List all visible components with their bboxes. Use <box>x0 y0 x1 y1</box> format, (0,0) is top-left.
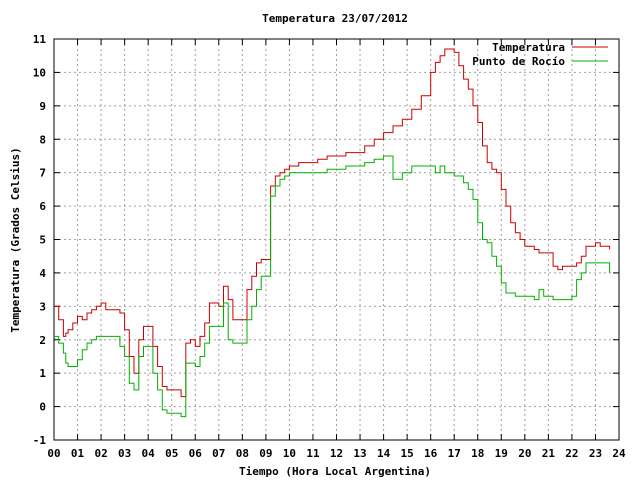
y-axis-label: Temperatura (Grados Celsius) <box>9 147 22 332</box>
x-tick-label: 24 <box>612 447 626 460</box>
x-tick-label: 17 <box>448 447 461 460</box>
grid-lines <box>54 39 619 440</box>
x-tick-label: 20 <box>518 447 531 460</box>
x-tick-labels: 00 01 02 03 04 05 06 07 08 09 10 11 12 13 14 15 16 17 18 19… <box>47 447 626 460</box>
x-tick-label: 14 <box>377 447 391 460</box>
x-tick-label: 03 <box>118 447 131 460</box>
x-tick-label: 22 <box>565 447 578 460</box>
x-tick-label: 09 <box>259 447 272 460</box>
series-lines <box>54 48 611 418</box>
chart-title: Temperatura 23/07/2012 <box>262 12 408 25</box>
y-tick-label: 5 <box>39 234 46 247</box>
x-tick-label: 08 <box>236 447 249 460</box>
x-tick-label: 21 <box>542 447 556 460</box>
y-tick-label: 7 <box>39 167 46 180</box>
y-tick-label: 6 <box>39 200 46 213</box>
x-tick-label: 05 <box>165 447 178 460</box>
x-tick-label: 07 <box>212 447 225 460</box>
y-tick-label: 4 <box>39 267 46 280</box>
y-tick-label: 1 <box>39 367 46 380</box>
legend: Temperatura Punto de Rocío <box>472 41 608 68</box>
x-tick-label: 23 <box>589 447 602 460</box>
x-tick-label: 18 <box>471 447 484 460</box>
x-tick-label: 16 <box>424 447 438 460</box>
x-tick-label: 01 <box>71 447 85 460</box>
x-tick-label: 10 <box>283 447 296 460</box>
y-tick-label: 9 <box>39 100 46 113</box>
series-line-temperatura <box>54 48 611 398</box>
y-tick-label: 8 <box>39 133 46 146</box>
x-tick-label: 15 <box>401 447 414 460</box>
x-tick-label: 00 <box>47 447 60 460</box>
y-tick-label: -1 <box>33 434 47 447</box>
x-tick-label: 02 <box>94 447 107 460</box>
series-line-rocio <box>54 155 611 418</box>
x-tick-label: 06 <box>189 447 203 460</box>
y-tick-label: 0 <box>39 401 46 414</box>
axis-ticks <box>53 38 620 441</box>
legend-label-temperatura: Temperatura <box>492 41 565 54</box>
x-axis-label: Tiempo (Hora Local Argentina) <box>239 465 431 478</box>
x-tick-label: 11 <box>306 447 320 460</box>
y-tick-label: 10 <box>33 66 46 79</box>
y-tick-labels: -1 0 1 2 3 4 5 6 7 8 9 10 11 <box>33 33 47 447</box>
x-tick-label: 12 <box>330 447 343 460</box>
x-tick-label: 13 <box>353 447 366 460</box>
legend-label-rocio: Punto de Rocío <box>472 55 565 68</box>
y-tick-label: 3 <box>39 300 46 313</box>
x-tick-label: 19 <box>495 447 508 460</box>
y-tick-label: 11 <box>33 33 47 46</box>
y-tick-label: 2 <box>39 334 46 347</box>
x-tick-label: 04 <box>142 447 156 460</box>
